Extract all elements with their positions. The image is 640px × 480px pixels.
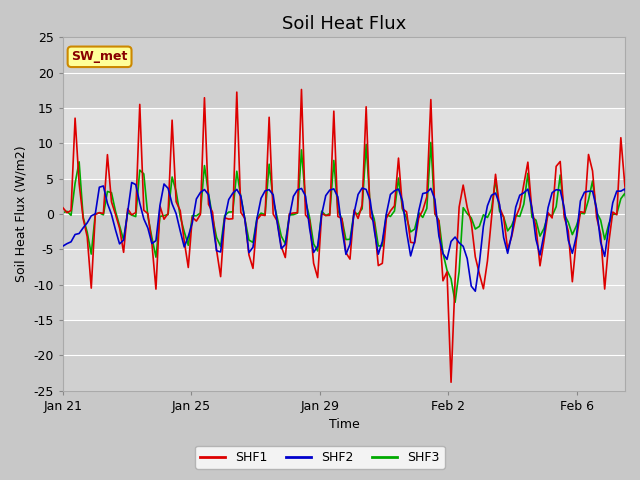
SHF3: [479, 212, 487, 218]
SHF2: [148, 240, 156, 246]
Title: Soil Heat Flux: Soil Heat Flux: [282, 15, 406, 33]
Line: SHF3: SHF3: [63, 143, 640, 302]
SHF3: [59, 210, 67, 216]
Bar: [63, 250, 625, 320]
SHF2: [128, 180, 136, 185]
SHF3: [532, 217, 540, 223]
SHF2: [479, 223, 487, 229]
Y-axis label: Soil Heat Flux (W/m2): Soil Heat Flux (W/m2): [15, 146, 28, 282]
SHF3: [540, 226, 548, 231]
SHF1: [298, 86, 305, 92]
SHF2: [637, 224, 640, 230]
SHF3: [427, 140, 435, 145]
SHF1: [540, 237, 548, 243]
SHF3: [237, 194, 244, 200]
Bar: [63, 108, 625, 179]
SHF1: [100, 211, 108, 216]
SHF1: [59, 205, 67, 211]
SHF2: [532, 237, 540, 242]
SHF3: [637, 214, 640, 220]
Legend: SHF1, SHF2, SHF3: SHF1, SHF2, SHF3: [195, 446, 445, 469]
SHF3: [100, 212, 108, 218]
Bar: [63, 179, 625, 250]
X-axis label: Time: Time: [328, 419, 359, 432]
Text: SW_met: SW_met: [72, 50, 128, 63]
SHF2: [100, 183, 108, 189]
SHF1: [532, 224, 540, 229]
Bar: [63, 37, 625, 108]
SHF1: [144, 211, 152, 216]
SHF2: [540, 231, 548, 237]
SHF2: [472, 288, 479, 294]
SHF2: [241, 217, 249, 223]
SHF1: [237, 210, 244, 216]
SHF3: [144, 214, 152, 219]
SHF1: [479, 286, 487, 292]
Bar: [63, 320, 625, 391]
SHF1: [447, 379, 455, 385]
SHF2: [59, 243, 67, 249]
Line: SHF1: SHF1: [63, 89, 640, 382]
Line: SHF2: SHF2: [63, 182, 640, 291]
SHF1: [637, 209, 640, 215]
SHF3: [451, 300, 459, 305]
